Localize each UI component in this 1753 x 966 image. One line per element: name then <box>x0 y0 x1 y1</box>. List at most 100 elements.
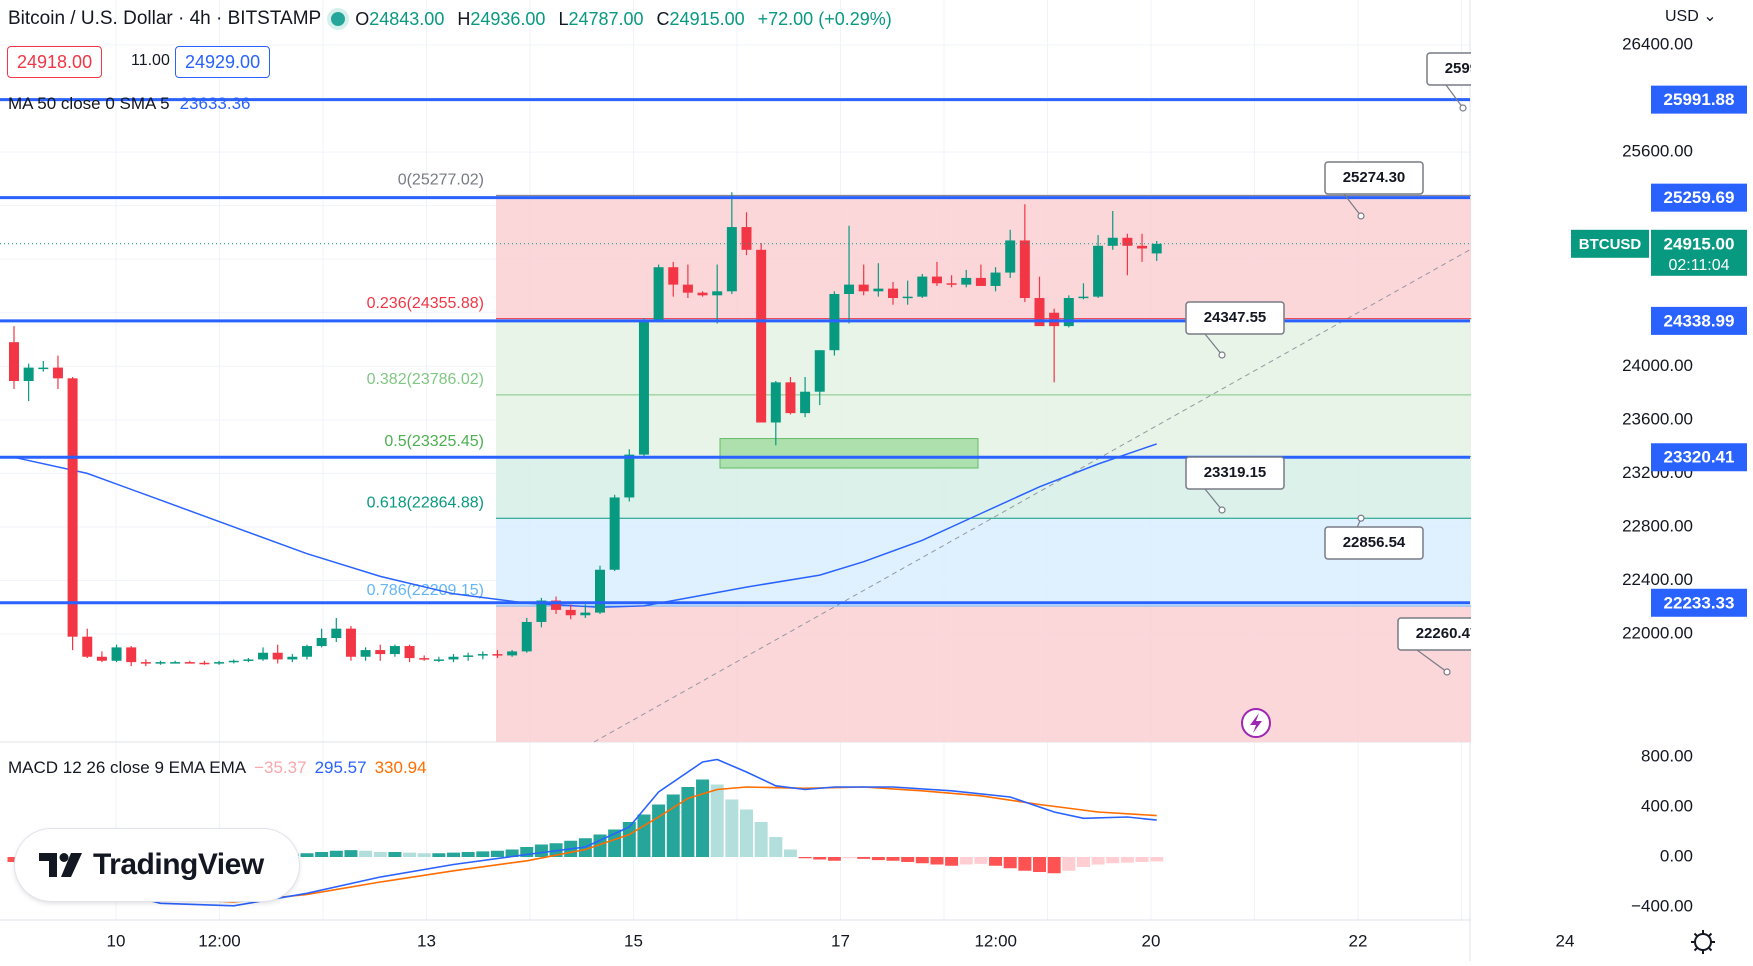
candle-body <box>112 647 122 660</box>
fib-level-label: 0.382(23786.02) <box>367 371 484 388</box>
macd-histogram-bar <box>799 857 812 858</box>
macd-histogram-bar <box>432 853 445 857</box>
candle[interactable] <box>361 647 371 660</box>
buy-button[interactable]: 24929.00 <box>175 46 270 78</box>
candle[interactable] <box>522 618 532 653</box>
candle[interactable] <box>405 645 415 662</box>
candle-body <box>932 277 942 284</box>
macd-histogram-bar <box>887 857 900 861</box>
symbol-title[interactable]: Bitcoin / U.S. Dollar · 4h · BITSTAMP <box>8 8 321 30</box>
macd-histogram-bar <box>960 857 973 865</box>
candle[interactable] <box>375 645 385 661</box>
tradingview-logo[interactable]: TradingView <box>15 829 299 901</box>
candle[interactable] <box>156 661 166 665</box>
candle[interactable] <box>302 645 312 660</box>
time-axis-tick-label: 15 <box>624 931 643 950</box>
candle-body <box>1020 240 1030 298</box>
candle-body <box>492 654 502 656</box>
tradingview-logo-icon <box>39 853 83 877</box>
candle[interactable] <box>126 646 136 666</box>
ma-legend-value: 23633.36 <box>180 94 251 113</box>
candle-body <box>595 570 605 613</box>
candle[interactable] <box>185 661 195 664</box>
candle-body <box>185 662 195 664</box>
candle-body <box>141 662 151 664</box>
market-status-icon[interactable] <box>331 12 345 26</box>
candle[interactable] <box>112 645 122 662</box>
symbol-header[interactable]: Bitcoin / U.S. Dollar · 4h · BITSTAMP O2… <box>8 8 900 30</box>
candle-body <box>243 659 253 661</box>
currency-menu[interactable]: USD ⌄ <box>1665 6 1717 26</box>
macd-axis-bg <box>1471 745 1753 920</box>
candle-body <box>156 662 166 664</box>
candle[interactable] <box>317 629 327 648</box>
ma-legend-title: MA 50 close 0 SMA 5 <box>8 94 170 113</box>
candle[interactable] <box>346 626 356 661</box>
macd-histogram-bar <box>1136 857 1149 862</box>
candle[interactable] <box>829 291 839 355</box>
candle-body <box>229 661 239 663</box>
close-value: 24915.00 <box>670 9 745 29</box>
candle-body <box>199 663 209 665</box>
candle[interactable] <box>756 243 766 422</box>
candle[interactable] <box>449 654 459 662</box>
macd-histogram-bar <box>916 857 929 863</box>
candle[interactable] <box>595 566 605 614</box>
candle[interactable] <box>68 377 78 650</box>
candle[interactable] <box>258 647 268 660</box>
price-axis-tick-label: 22400.00 <box>1622 570 1693 589</box>
candle-body <box>1108 238 1118 246</box>
candle[interactable] <box>463 653 473 661</box>
candle-body <box>126 647 136 662</box>
candle[interactable] <box>654 265 664 323</box>
candle[interactable] <box>273 645 283 664</box>
open-label: O <box>355 9 369 29</box>
candle[interactable] <box>97 651 107 662</box>
candle[interactable] <box>390 645 400 657</box>
ma-legend[interactable]: MA 50 close 0 SMA 5 23633.36 <box>8 94 251 114</box>
macd-histogram-bar <box>476 851 489 857</box>
candle[interactable] <box>1064 295 1074 327</box>
candle[interactable] <box>785 377 795 414</box>
time-axis-tick-label: 10 <box>107 931 126 950</box>
candle[interactable] <box>53 356 63 389</box>
candle[interactable] <box>610 495 620 571</box>
candle[interactable] <box>82 629 92 658</box>
candle[interactable] <box>214 661 224 665</box>
candle[interactable] <box>478 651 488 659</box>
candle-body <box>566 610 576 615</box>
candle[interactable] <box>287 654 297 662</box>
sell-button[interactable]: 24918.00 <box>7 46 102 78</box>
candle-body <box>580 613 590 616</box>
price-axis-level-label: 23320.41 <box>1664 448 1735 467</box>
candle[interactable] <box>229 659 239 663</box>
candle-body <box>639 321 649 455</box>
macd-histogram-bar <box>301 853 314 857</box>
candle[interactable] <box>419 655 429 660</box>
candle[interactable] <box>170 661 180 664</box>
candle[interactable] <box>141 659 151 666</box>
candle[interactable] <box>243 658 253 662</box>
candle[interactable] <box>917 274 927 298</box>
macd-histogram-bar <box>696 780 709 858</box>
callout-label: 25274.30 <box>1343 169 1406 186</box>
candle[interactable] <box>639 318 649 457</box>
ohlc-values: O24843.00 H24936.00 L24787.00 C24915.00 … <box>355 9 900 30</box>
candle[interactable] <box>331 618 341 642</box>
currency-label: USD <box>1665 8 1699 25</box>
fib-zone <box>496 457 1565 519</box>
candle[interactable] <box>434 657 444 662</box>
lightning-icon[interactable] <box>1242 709 1270 737</box>
candle-body <box>507 651 517 655</box>
candle[interactable] <box>199 661 209 665</box>
macd-histogram-bar <box>813 857 826 860</box>
candle-body <box>170 662 180 664</box>
candle[interactable] <box>24 364 34 401</box>
time-axis-tick-label: 20 <box>1142 931 1161 950</box>
fib-level-label: 0.786(22209.15) <box>367 582 484 599</box>
candle[interactable] <box>9 326 19 389</box>
